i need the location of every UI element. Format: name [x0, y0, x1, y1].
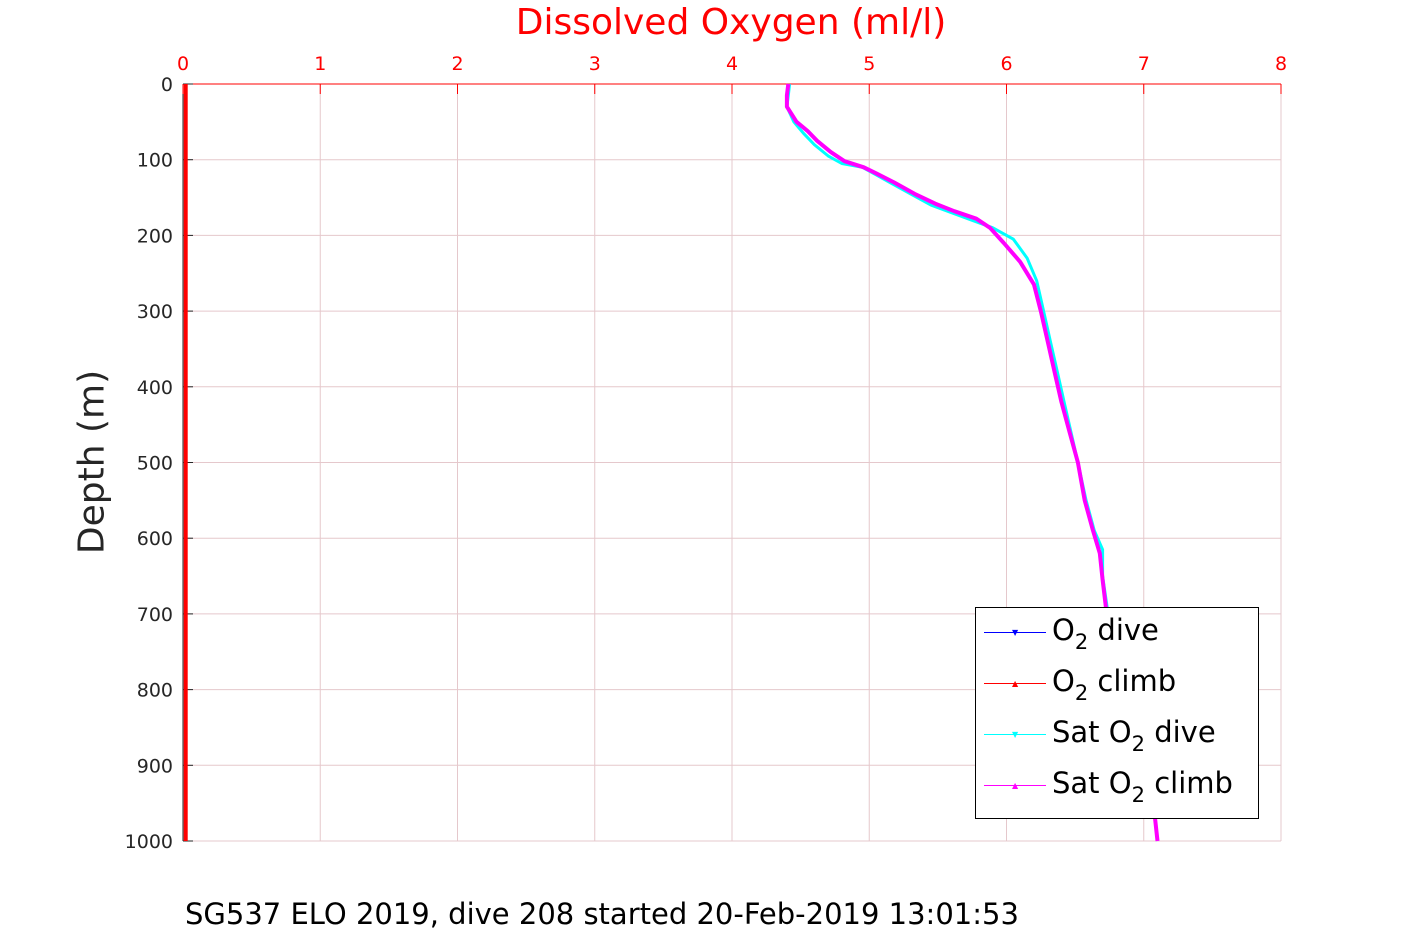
legend-item-o2-climb: ▲ O2 climb — [976, 659, 1258, 707]
x-tick-label-8: 8 — [1275, 53, 1287, 75]
legend: ▼ O2 dive ▲ O2 climb ▼ Sat O2 dive ▲ Sat… — [975, 607, 1259, 819]
y-tick-label-9: 900 — [137, 755, 173, 777]
y-tick-label-7: 700 — [137, 604, 173, 626]
legend-label-sat-o2-climb: Sat O2 climb — [1052, 766, 1233, 807]
legend-label-o2-climb: O2 climb — [1052, 664, 1177, 705]
y-tick-label-8: 800 — [137, 680, 173, 702]
legend-item-sat-o2-dive: ▼ Sat O2 dive — [976, 710, 1258, 758]
y-tick-label-6: 600 — [137, 528, 173, 550]
legend-marker-o2-climb: ▲ — [1012, 679, 1019, 688]
legend-label-o2-dive: O2 dive — [1052, 613, 1159, 654]
legend-marker-o2-dive: ▼ — [1012, 628, 1019, 637]
y-tick-label-1: 100 — [137, 150, 173, 172]
x-tick-label-5: 5 — [863, 53, 875, 75]
x-tick-label-1: 1 — [314, 53, 326, 75]
x-tick-label-7: 7 — [1138, 53, 1150, 75]
y-axis-title: Depth (m) — [71, 369, 113, 555]
axes: 0 1 2 3 4 5 6 7 8 0 100 200 300 400 500 600 700 800 900 100… — [125, 53, 1287, 853]
chart-caption: SG537 ELO 2019, dive 208 started 20-Feb-… — [185, 897, 1019, 931]
y-tick-label-3: 300 — [137, 301, 173, 323]
legend-line-o2-climb — [984, 683, 1046, 684]
legend-line-sat-o2-dive — [984, 734, 1046, 735]
x-axis-title: Dissolved Oxygen (ml/l) — [515, 2, 947, 43]
legend-marker-sat-o2-climb: ▲ — [1012, 781, 1019, 790]
x-tick-label-2: 2 — [451, 53, 463, 75]
y-tick-label-10: 1000 — [125, 831, 173, 853]
x-tick-label-0: 0 — [177, 53, 189, 75]
x-tick-label-4: 4 — [726, 53, 738, 75]
legend-line-o2-dive — [984, 632, 1046, 633]
y-tick-label-4: 400 — [137, 377, 173, 399]
legend-item-o2-dive: ▼ O2 dive — [976, 608, 1258, 656]
y-tick-label-0: 0 — [161, 74, 173, 96]
legend-marker-sat-o2-dive: ▼ — [1012, 730, 1019, 739]
legend-item-sat-o2-climb: ▲ Sat O2 climb — [976, 761, 1258, 809]
y-tick-label-5: 500 — [137, 453, 173, 475]
legend-line-sat-o2-climb — [984, 785, 1046, 786]
legend-label-sat-o2-dive: Sat O2 dive — [1052, 715, 1216, 756]
x-tick-label-3: 3 — [589, 53, 601, 75]
x-tick-label-6: 6 — [1000, 53, 1012, 75]
y-tick-label-2: 200 — [137, 225, 173, 247]
